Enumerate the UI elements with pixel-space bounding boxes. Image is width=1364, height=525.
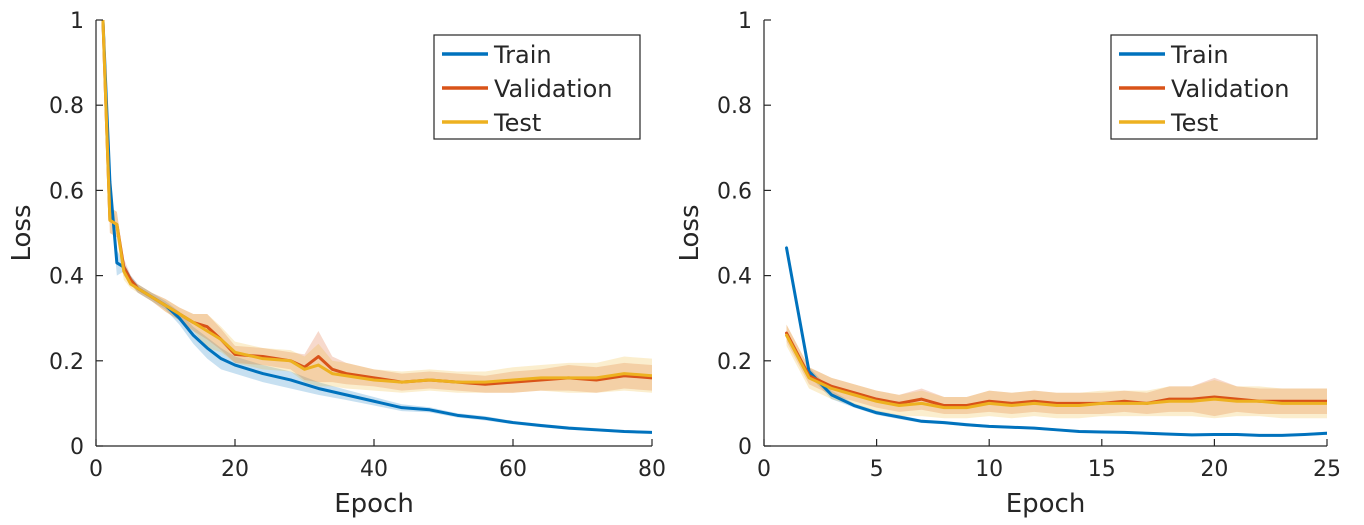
y-tick-label: 1: [70, 9, 84, 34]
legend-label-train: Train: [1170, 41, 1229, 69]
legend-label-test: Test: [1170, 109, 1218, 137]
series-line-test: [785, 333, 1327, 410]
x-tick-label: 25: [1313, 457, 1341, 482]
series-band-validation: [786, 324, 1327, 417]
x-tick-label: 0: [89, 457, 103, 482]
y-axis-title: Loss: [675, 204, 705, 261]
legend-label-train: Train: [493, 41, 552, 69]
y-tick-label: 0.4: [49, 265, 84, 290]
y-tick-label: 0.6: [49, 179, 84, 204]
plot-area: [785, 243, 1327, 437]
x-tick-label: 5: [870, 457, 884, 482]
series-line-validation: [785, 331, 1327, 408]
x-tick-label: 0: [757, 457, 771, 482]
x-tick-label: 80: [638, 457, 666, 482]
legend-label-validation: Validation: [1171, 75, 1290, 103]
y-tick-label: 0.2: [717, 350, 752, 375]
legend-label-validation: Validation: [494, 75, 613, 103]
y-tick-label: 0: [738, 435, 752, 460]
chart-panel-left: 0 20 40 60 80 0 0.2 0.4 0.6 0.8 1 Epoch Loss Train Val…: [7, 9, 666, 519]
y-axis-title: Loss: [7, 204, 37, 261]
x-axis-title: Epoch: [334, 489, 414, 519]
x-tick-label: 15: [1088, 457, 1116, 482]
plot-area: [101, 20, 652, 434]
legend: Train Validation Test: [433, 34, 641, 140]
series-band-test: [786, 324, 1327, 419]
x-axis-title: Epoch: [1006, 489, 1086, 519]
x-tick-label: 10: [975, 457, 1003, 482]
y-tick-label: 0: [70, 435, 84, 460]
x-tick-label: 20: [1200, 457, 1228, 482]
chart-panel-right: 0 5 10 15 20 25 0 0.2 0.4 0.6 0.8 1 Epoch Loss Train Va…: [675, 9, 1341, 519]
legend: Train Validation Test: [1110, 34, 1318, 140]
y-tick-label: 1: [738, 9, 752, 34]
y-tick-label: 0.8: [717, 94, 752, 119]
y-tick-label: 0.4: [717, 265, 752, 290]
x-tick-label: 60: [499, 457, 527, 482]
legend-label-test: Test: [493, 109, 541, 137]
y-tick-label: 0.8: [49, 94, 84, 119]
series-line-test: [101, 20, 652, 384]
series-line-train: [785, 246, 1327, 437]
y-tick-label: 0.2: [49, 350, 84, 375]
x-tick-label: 20: [221, 457, 249, 482]
x-tick-label: 40: [360, 457, 388, 482]
y-tick-label: 0.6: [717, 179, 752, 204]
